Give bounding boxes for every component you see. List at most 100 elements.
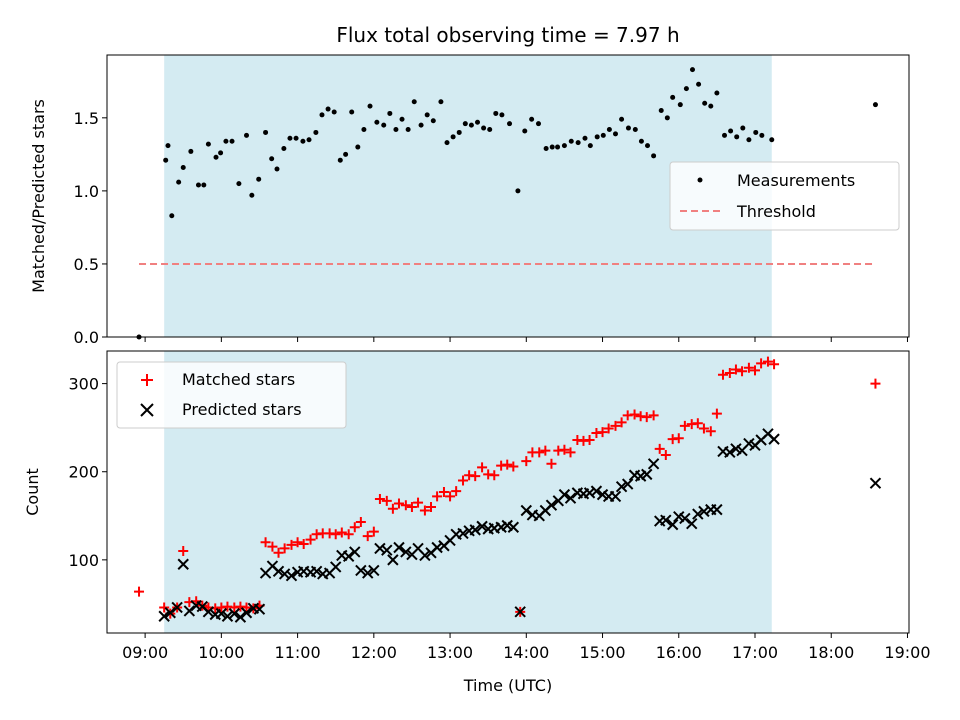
ratio-y-axis-label: Matched/Predicted stars: [29, 99, 48, 293]
predicted-star-point: [215, 607, 228, 620]
matched-star-point: [559, 444, 570, 455]
measurement-point: [399, 116, 405, 122]
x-tick-label: 19:00: [884, 643, 930, 662]
matched-star-point: [432, 491, 443, 502]
measurement-point: [281, 146, 287, 152]
predicted-star-point: [545, 499, 558, 511]
measurement-point: [587, 143, 593, 149]
ratio-plot-frame: [106, 54, 910, 338]
matched-star-point: [458, 475, 469, 486]
ratio-y-tick-label: 0.5: [74, 255, 99, 274]
predicted-star-point: [362, 567, 374, 579]
measurement-point: [169, 213, 175, 219]
matched-star-point: [679, 420, 690, 431]
matched-star-point: [419, 505, 430, 516]
measurement-point: [424, 112, 430, 118]
matched-star-point: [134, 586, 145, 597]
measurement-point: [493, 110, 499, 116]
matched-star-point: [159, 602, 170, 613]
measurement-point: [696, 81, 702, 87]
measurement-point: [287, 135, 293, 141]
measurement-point: [313, 129, 319, 135]
count-y-tick-label: 100: [68, 551, 99, 570]
matched-star-point: [393, 498, 404, 509]
matched-star-point: [470, 471, 481, 482]
measurement-point: [349, 109, 355, 115]
predicted-star-point: [583, 487, 596, 499]
measurement-point: [387, 110, 393, 116]
matched-star-point: [426, 501, 437, 512]
x-tick-label: 09:00: [122, 643, 168, 662]
measurement-point: [529, 116, 535, 122]
matched-star-point: [374, 494, 385, 505]
predicted-star-point: [387, 554, 399, 566]
matched-star-point: [743, 362, 754, 373]
measurement-point: [759, 132, 765, 138]
count-y-tick-label: 300: [68, 375, 99, 394]
matched-star-point: [387, 503, 398, 514]
matched-star-point: [279, 543, 290, 554]
predicted-star-point: [768, 433, 780, 445]
matched-star-point: [565, 447, 576, 458]
predicted-star-point: [158, 610, 170, 622]
matched-star-point: [673, 433, 684, 444]
matched-star-point: [521, 456, 532, 467]
matched-star-point: [267, 541, 278, 552]
measurement-point: [740, 125, 746, 131]
matched-star-point: [451, 486, 462, 497]
measurement-point: [677, 102, 683, 108]
measurement-point: [223, 138, 229, 144]
matched-star-point: [597, 427, 608, 438]
measurement-point: [393, 127, 399, 133]
measurement-point: [658, 108, 664, 114]
x-tick-label: 10:00: [198, 643, 244, 662]
predicted-legend-marker: [140, 403, 154, 417]
measurement-point: [438, 99, 444, 105]
matched-star-point: [603, 423, 614, 434]
measurement-point: [180, 165, 186, 171]
predicted-star-point: [724, 446, 736, 459]
matched-star-point: [769, 359, 780, 370]
predicted-star-point: [310, 565, 323, 578]
predicted-star-point: [183, 605, 196, 617]
measurement-point: [619, 116, 625, 122]
measurement-point: [728, 128, 734, 134]
matched-star-point: [641, 412, 652, 423]
measurement-point: [468, 122, 474, 128]
measurement-point: [625, 125, 631, 131]
predicted-star-point: [431, 541, 443, 554]
matched-star-point: [178, 546, 189, 557]
measurement-point: [269, 156, 275, 162]
predicted-star-point: [329, 561, 342, 573]
predicted-star-point: [564, 492, 577, 504]
predicted-star-point: [679, 512, 691, 525]
predicted-star-point: [686, 518, 698, 530]
measurement-point: [651, 153, 657, 159]
measurement-point: [714, 90, 720, 96]
matched-star-point: [260, 537, 271, 548]
x-tick-label: 13:00: [427, 643, 473, 662]
measurement-point: [568, 138, 574, 144]
predicted-star-point: [692, 508, 704, 520]
measurement-point: [582, 135, 588, 141]
measurement-point: [753, 129, 759, 135]
predicted-star-point: [253, 603, 266, 615]
predicted-star-point: [272, 565, 285, 578]
matched-star-point: [286, 539, 297, 550]
measurement-point: [195, 182, 201, 188]
measurement-point: [331, 109, 337, 115]
matched-star-point: [724, 368, 735, 379]
measurement-point: [499, 112, 505, 118]
measurement-point: [702, 100, 708, 106]
matched-star-point: [717, 369, 728, 380]
measurement-point: [244, 132, 250, 138]
measurement-point: [632, 127, 638, 133]
count-y-tick-label: 200: [68, 463, 99, 482]
measurement-point: [456, 129, 462, 135]
measurement-point: [612, 131, 618, 137]
predicted-star-point: [171, 601, 183, 614]
measurement-point: [229, 138, 235, 144]
ratio-legend-box: [669, 161, 900, 231]
count-y-axis-label: Count: [23, 468, 42, 516]
matched-star-point: [508, 461, 519, 472]
